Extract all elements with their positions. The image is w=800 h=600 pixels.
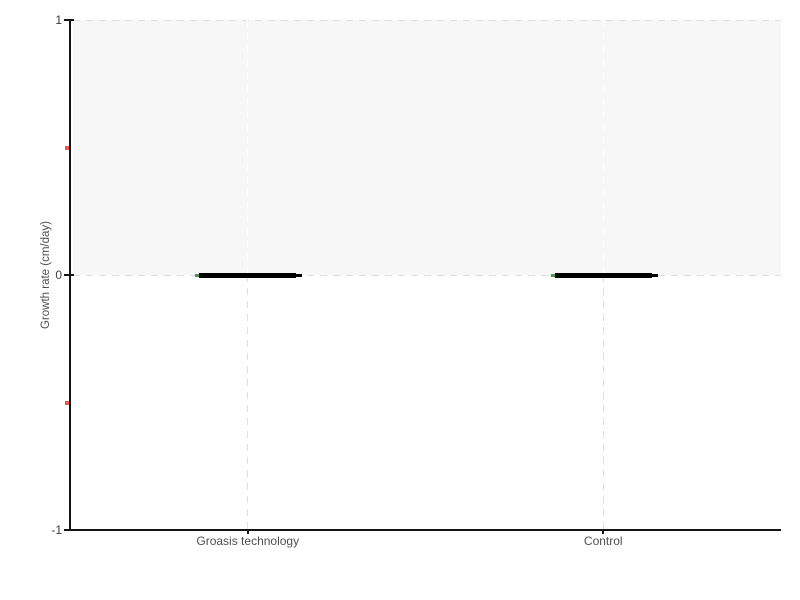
box-bar [199, 272, 297, 278]
y-tick-mark [64, 19, 74, 21]
y-tick-mark [64, 529, 74, 531]
horizontal-gridline [73, 274, 781, 276]
open-tick [195, 273, 200, 277]
category-gridline-band [602, 20, 604, 275]
x-tick-mark [602, 530, 605, 534]
y-minor-tick-mark [65, 145, 69, 150]
box-bar [554, 272, 652, 278]
close-tick [296, 273, 303, 277]
x-category-label: Control [583, 534, 623, 548]
x-tick-mark [246, 530, 249, 534]
close-tick [651, 273, 658, 277]
y-tick-label: 0 [55, 268, 62, 282]
positive-region-band [73, 20, 781, 275]
y-tick-mark [64, 274, 74, 276]
y-minor-tick-mark [65, 400, 69, 405]
open-tick [550, 273, 555, 277]
y-tick-label: 1 [55, 13, 62, 27]
x-category-label: Groasis technology [196, 534, 300, 548]
x-axis-line [69, 529, 781, 531]
category-gridline [247, 275, 249, 530]
category-gridline-band [247, 20, 249, 275]
category-gridline [602, 275, 604, 530]
y-tick-label: -1 [51, 523, 62, 537]
horizontal-gridline [73, 19, 781, 21]
